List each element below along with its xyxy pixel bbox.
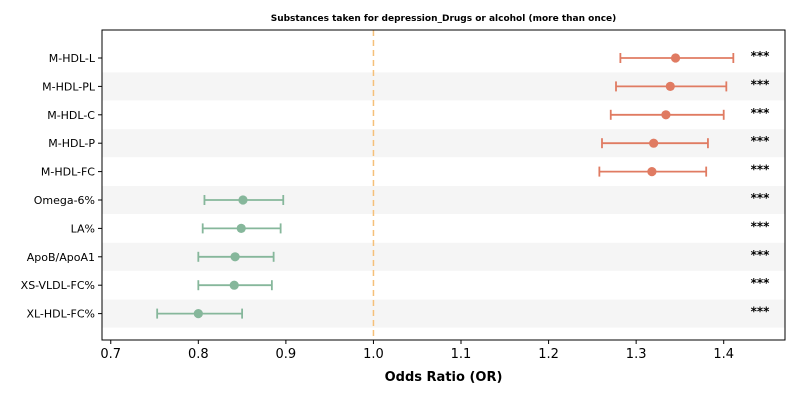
x-tick-label: 1.2 bbox=[538, 347, 559, 362]
significance-label: *** bbox=[751, 219, 771, 233]
odds-ratio-point bbox=[647, 167, 657, 177]
x-tick-label: 0.9 bbox=[276, 347, 297, 362]
forest-row: *** bbox=[197, 276, 771, 291]
x-tick-label: 1.0 bbox=[363, 347, 384, 362]
x-tick-label: 1.3 bbox=[626, 347, 647, 362]
plot-marks: *** *** *** *** *** *** *** *** *** *** bbox=[156, 49, 771, 319]
y-tick-label: M-HDL-C bbox=[47, 109, 95, 122]
y-tick-label: LA% bbox=[71, 222, 95, 235]
x-tick-label: 0.8 bbox=[188, 347, 209, 362]
odds-ratio-point bbox=[665, 81, 675, 91]
odds-ratio-point bbox=[649, 138, 659, 148]
y-tick-label: XL-HDL-FC% bbox=[26, 308, 95, 321]
significance-label: *** bbox=[751, 163, 771, 177]
chart-title: Substances taken for depression_Drugs or… bbox=[271, 14, 617, 24]
significance-label: *** bbox=[751, 248, 771, 262]
x-axis: 0.7 0.8 0.9 1.0 1.1 1.2 1.3 1.4 bbox=[100, 340, 734, 362]
odds-ratio-point bbox=[229, 280, 239, 290]
odds-ratio-point bbox=[661, 110, 671, 120]
x-tick-label: 1.1 bbox=[451, 347, 472, 362]
significance-label: *** bbox=[751, 49, 771, 63]
forest-row: *** bbox=[619, 49, 771, 63]
y-tick-label: Omega-6% bbox=[34, 194, 95, 207]
odds-ratio-point bbox=[238, 195, 248, 205]
significance-label: *** bbox=[751, 106, 771, 120]
y-tick-label: ApoB/ApoA1 bbox=[27, 251, 95, 264]
odds-ratio-point bbox=[193, 309, 203, 319]
forest-row: *** bbox=[615, 77, 771, 92]
forest-row: *** bbox=[598, 163, 771, 177]
forest-row: *** bbox=[197, 248, 771, 262]
y-tick-label: M-HDL-FC bbox=[41, 166, 95, 179]
significance-label: *** bbox=[751, 134, 771, 148]
significance-label: *** bbox=[751, 77, 771, 91]
x-tick-label: 0.7 bbox=[100, 347, 121, 362]
plot-frame bbox=[101, 29, 786, 341]
forest-row: *** bbox=[203, 191, 771, 205]
y-tick-label: M-HDL-P bbox=[48, 137, 95, 150]
significance-label: *** bbox=[751, 305, 771, 319]
forest-row: *** bbox=[156, 305, 771, 319]
x-axis-label: Odds Ratio (OR) bbox=[385, 370, 503, 385]
forest-row: *** bbox=[601, 134, 771, 149]
significance-label: *** bbox=[751, 191, 771, 205]
odds-ratio-point bbox=[670, 53, 681, 63]
y-tick-label: M-HDL-PL bbox=[42, 80, 96, 93]
x-tick-label: 1.4 bbox=[713, 347, 734, 362]
significance-label: *** bbox=[751, 276, 771, 290]
y-tick-label: XS-VLDL-FC% bbox=[21, 279, 95, 292]
odds-ratio-point bbox=[236, 223, 246, 233]
y-axis: M-HDL-L M-HDL-PL M-HDL-C M-HDL-P M-HDL-FC Ome… bbox=[21, 52, 102, 321]
odds-ratio-point bbox=[230, 252, 240, 262]
forest-row: *** bbox=[609, 106, 771, 120]
y-tick-label: M-HDL-L bbox=[49, 52, 96, 65]
forest-row: *** bbox=[201, 219, 771, 234]
